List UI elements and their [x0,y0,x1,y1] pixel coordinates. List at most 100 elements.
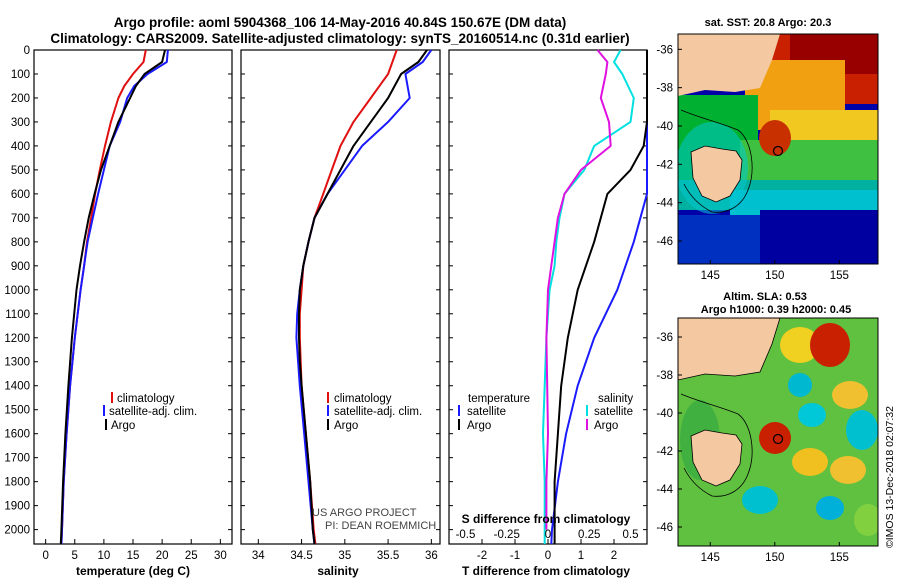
series-line-t-argo [553,50,648,544]
project-credit-2: PI: DEAN ROEMMICH [325,520,436,532]
series-line-climatology [298,49,398,545]
x-tick-label: 20 [156,550,169,562]
lat-tick-label: -44 [656,198,673,210]
x-tick-label: 5 [72,550,78,562]
lat-tick-label: -42 [656,446,673,458]
depth-tick-label: 400 [11,141,30,153]
legend-label-s-argo: Argo [594,420,618,432]
s-difference-label: S difference from climatology [462,512,631,526]
series-line-argo [298,49,428,545]
salinity-xlabel: salinity [317,564,359,578]
depth-tick-label: 1300 [4,357,30,369]
x-tick-label: 1 [578,550,584,562]
lat-tick-label: -40 [656,121,673,133]
legend-label-satellite: satellite-adj. clim. [334,406,422,418]
legend-label-t-argo: Argo [467,420,491,432]
difference-panel: -2 -1 0 1 2 -0.5 -0.25 0 0.25 0.5 T difference f… [448,49,648,578]
difference-legend: temperature satellite Argo salinity sate… [458,393,633,432]
legend-title-temperature: temperature [468,393,530,405]
depth-tick-label: 800 [11,237,30,249]
project-credit-1: US ARGO PROJECT [312,507,417,519]
series-line-s-argo [545,49,612,530]
lat-tick-label: -42 [656,159,673,171]
temperature-panel: 0 5 10 15 20 25 30 temperature (deg C) climato… [33,49,233,578]
depth-tick-label: 2000 [4,525,30,537]
legend-label-satellite: satellite-adj. clim. [109,406,197,418]
depth-tick-label: 500 [11,165,30,177]
sla-map: -36 -38 -40 -42 -44 -46 145 150 155 [656,317,879,564]
depth-tick-label: 600 [11,189,30,201]
lon-tick-label: 145 [701,552,720,564]
series-line-satellite-adj-clim- [60,49,169,545]
lat-tick-label: -46 [656,522,673,534]
legend-label-s-satellite: satellite [594,406,633,418]
depth-tick-label: 300 [11,117,30,129]
x-tick-label: -1 [510,550,520,562]
title-line-1: Argo profile: aoml 5904368_106 14-May-20… [114,15,566,30]
legend-label-argo: Argo [111,420,135,432]
lon-tick-label: 155 [830,552,849,564]
lat-tick-label: -36 [656,44,673,56]
lat-tick-label: -44 [656,484,673,496]
depth-tick-label: 900 [11,261,30,273]
x-tick-label: 34.5 [290,550,312,562]
sst-map-title: sat. SST: 20.8 Argo: 20.3 [705,17,832,29]
sla-map-title-2: Argo h1000: 0.39 h2000: 0.45 [701,304,851,316]
x-tick-label: 35.5 [377,550,399,562]
depth-tick-label: 1500 [4,405,30,417]
legend-label-argo: Argo [334,420,358,432]
lon-tick-label: 155 [830,270,849,282]
x-tick-label: 15 [127,550,140,562]
lat-tick-label: -38 [656,370,673,382]
lon-tick-label: 150 [765,270,784,282]
credit-label: ©IMOS 13-Dec-2018 02:07:32 [884,406,896,548]
depth-tick-label: 1700 [4,453,30,465]
depth-tick-label: 700 [11,213,30,225]
argo-location-marker [772,145,784,157]
depth-tick-label: 1900 [4,501,30,513]
temperature-xlabel: temperature (deg C) [76,564,190,578]
depth-tick-label: 200 [11,93,30,105]
s-tick-label: -0.5 [456,529,476,541]
depth-tick-label: 1800 [4,477,30,489]
argo-location-marker [772,433,784,445]
depth-tick-label: 0 [24,45,30,57]
legend-label-climatology: climatology [334,393,392,405]
s-tick-label: -0.25 [494,529,520,541]
depth-tick-label: 1100 [5,309,30,321]
salinity-panel: 34 34.5 35 35.5 36 salinity climatology sate… [240,49,441,578]
x-tick-label: 2 [611,550,617,562]
lat-tick-label: -36 [656,332,673,344]
sst-map: -36 -38 -40 -42 -44 -46 145 150 155 [656,33,879,282]
x-tick-label: 34 [252,550,265,562]
depth-tick-label: 100 [11,69,30,81]
s-tick-label: 0 [545,529,551,541]
series-line-climatology [60,49,147,545]
x-tick-label: 0 [545,550,551,562]
series-line-s-satellite [542,49,635,544]
lon-tick-label: 150 [765,552,784,564]
depth-axis: 0 100 200 300 400 500 600 700 800 900 1000 1100 1200… [4,45,30,537]
series-line-satellite-adj-clim- [295,49,433,545]
x-tick-label: 35 [338,550,351,562]
x-tick-label: -2 [477,550,487,562]
sla-map-title-1: Altim. SLA: 0.53 [723,291,807,303]
x-tick-label: 0 [42,550,48,562]
legend-title-salinity: salinity [598,393,633,405]
x-tick-label: 30 [214,550,227,562]
salinity-legend: climatology satellite-adj. clim. Argo [327,392,422,432]
x-tick-label: 10 [97,550,110,562]
temperature-legend: climatology satellite-adj. clim. Argo [103,392,197,432]
s-tick-label: 0.5 [623,529,639,541]
x-tick-label: 36 [425,550,438,562]
salinity-frame [240,49,441,545]
title-line-2: Climatology: CARS2009. Satellite-adjuste… [50,31,629,46]
series-line-argo [59,49,166,545]
legend-label-t-satellite: satellite [467,406,506,418]
legend-label-climatology: climatology [117,393,175,405]
lat-tick-label: -40 [656,408,673,420]
depth-tick-label: 1200 [4,333,30,345]
series-line-t-satellite [550,50,648,545]
difference-xlabel: T difference from climatology [462,564,630,578]
